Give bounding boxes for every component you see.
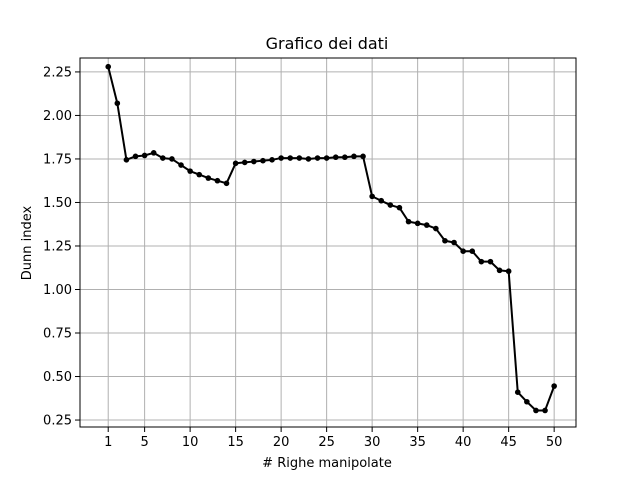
y-axis-ticks: 0.25 0.50 0.75 1.00 1.25 1.50 1.75 2.00 2.25 bbox=[43, 65, 80, 429]
data-point bbox=[169, 156, 175, 162]
x-tick-label: 20 bbox=[273, 435, 290, 450]
data-point bbox=[296, 155, 303, 161]
data-point bbox=[123, 157, 130, 163]
data-point bbox=[251, 158, 257, 165]
x-tick-label: 5 bbox=[140, 435, 148, 450]
y-tick-label: 1.50 bbox=[43, 196, 72, 211]
chart-title: Grafico dei dati bbox=[266, 34, 389, 53]
data-point bbox=[205, 175, 212, 181]
data-point bbox=[278, 155, 284, 161]
x-tick-label: 1 bbox=[104, 435, 112, 450]
data-point bbox=[533, 407, 539, 414]
y-tick-label: 0.75 bbox=[43, 327, 72, 342]
x-axis-label: # Righe manipolate bbox=[262, 456, 392, 471]
data-point bbox=[150, 150, 157, 156]
y-tick-label: 1.25 bbox=[43, 239, 72, 254]
data-point bbox=[178, 162, 184, 168]
data-point bbox=[360, 153, 366, 160]
data-point bbox=[323, 155, 330, 161]
grid bbox=[80, 58, 576, 427]
data-point bbox=[460, 248, 466, 255]
data-point bbox=[442, 237, 448, 244]
data-point bbox=[433, 225, 439, 232]
data-point bbox=[160, 155, 166, 161]
data-point bbox=[305, 156, 312, 162]
data-point bbox=[196, 171, 203, 178]
data-point bbox=[514, 389, 521, 395]
data-point bbox=[342, 154, 348, 161]
data-point bbox=[132, 153, 139, 160]
y-tick-label: 2.00 bbox=[43, 109, 72, 124]
data-point bbox=[451, 239, 457, 246]
data-point bbox=[351, 153, 357, 160]
data-point bbox=[187, 168, 193, 174]
data-point bbox=[414, 220, 421, 227]
data-point bbox=[260, 157, 266, 164]
data-point bbox=[105, 63, 112, 70]
x-tick-label: 30 bbox=[364, 435, 381, 450]
data-point bbox=[314, 155, 321, 161]
y-tick-label: 0.50 bbox=[43, 370, 72, 385]
data-point bbox=[487, 258, 494, 265]
x-tick-label: 15 bbox=[227, 435, 244, 450]
y-tick-label: 1.00 bbox=[43, 283, 72, 298]
data-point bbox=[141, 152, 148, 159]
data-point bbox=[478, 258, 485, 265]
data-point bbox=[387, 202, 394, 208]
data-point bbox=[223, 180, 230, 187]
data-point bbox=[269, 157, 275, 163]
y-tick-label: 1.75 bbox=[43, 152, 72, 167]
plot-frame bbox=[79, 57, 577, 428]
data-point bbox=[114, 100, 121, 107]
data-point bbox=[396, 204, 403, 211]
x-tick-label: 50 bbox=[546, 435, 563, 450]
data-point bbox=[369, 193, 375, 200]
x-tick-label: 25 bbox=[318, 435, 335, 450]
data-point bbox=[214, 177, 221, 184]
x-tick-label: 45 bbox=[500, 435, 517, 450]
x-axis-ticks: 1 5 10 15 20 25 30 35 40 45 50 bbox=[104, 427, 562, 450]
y-tick-label: 0.25 bbox=[43, 414, 72, 429]
data-point bbox=[551, 383, 557, 389]
y-axis-label: Dunn index bbox=[20, 205, 35, 280]
data-point bbox=[378, 197, 385, 204]
data-point bbox=[469, 248, 476, 255]
data-point bbox=[423, 222, 430, 228]
data-point bbox=[241, 159, 248, 166]
y-tick-label: 2.25 bbox=[43, 65, 72, 80]
data-point bbox=[505, 268, 512, 275]
data-point bbox=[524, 398, 530, 405]
data-point bbox=[287, 155, 294, 161]
x-tick-label: 10 bbox=[182, 435, 199, 450]
data-point bbox=[232, 160, 239, 167]
x-tick-label: 35 bbox=[409, 435, 426, 450]
data-point bbox=[332, 154, 339, 161]
data-series bbox=[105, 63, 557, 414]
data-point bbox=[496, 267, 503, 274]
data-point bbox=[542, 407, 548, 414]
data-point bbox=[405, 218, 412, 225]
x-tick-label: 40 bbox=[455, 435, 472, 450]
